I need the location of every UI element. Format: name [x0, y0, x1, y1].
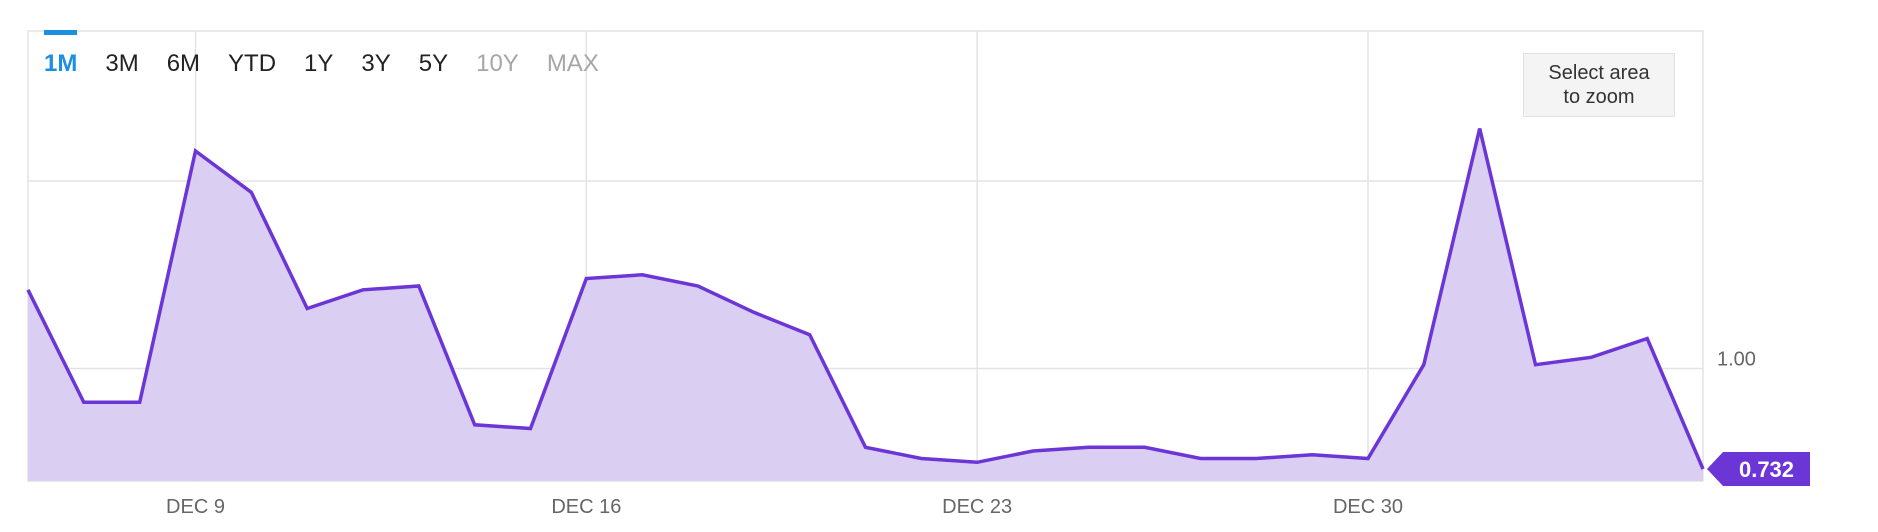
series-line-layer [26, 127, 1705, 471]
data-point [305, 307, 309, 311]
data-point [1310, 453, 1314, 457]
data-point [249, 190, 253, 194]
data-point [864, 445, 868, 449]
range-tab-5y[interactable]: 5Y [418, 50, 449, 77]
data-point [1534, 363, 1538, 367]
data-point [529, 427, 533, 431]
range-tab-max: MAX [546, 50, 599, 77]
data-point [808, 333, 812, 337]
current-value-badge [1707, 452, 1810, 486]
area-fill-layer [28, 128, 1703, 481]
data-point [975, 460, 979, 464]
data-point [1087, 445, 1091, 449]
data-point [1031, 449, 1035, 453]
range-tab-1m[interactable]: 1M [30, 30, 91, 98]
data-point [919, 457, 923, 461]
y-tick-label: 1.00 [1717, 349, 1756, 371]
current-value-badge-layer: 0.732 [1707, 452, 1810, 486]
data-point [1645, 337, 1649, 341]
current-value-label: 0.732 [1739, 457, 1794, 482]
series-area [28, 128, 1703, 481]
data-point [1254, 457, 1258, 461]
data-point [82, 400, 86, 404]
data-point [194, 149, 198, 153]
data-point [473, 423, 477, 427]
range-tab-3m[interactable]: 3M [105, 50, 139, 77]
range-tab-10y: 10Y [476, 50, 519, 77]
range-tab-ytd[interactable]: YTD [228, 50, 277, 77]
y-axis-labels: 1.00 [1717, 349, 1756, 371]
data-point [26, 288, 30, 292]
data-point [1589, 355, 1593, 359]
data-point [1199, 457, 1203, 461]
range-tab-3y[interactable]: 3Y [361, 50, 391, 77]
data-point [1366, 457, 1370, 461]
x-tick-label: DEC 9 [166, 496, 225, 518]
range-tab-1y[interactable]: 1Y [304, 50, 334, 77]
data-point [584, 277, 588, 281]
data-point [1701, 467, 1705, 471]
select-area-to-zoom-button[interactable]: Select area to zoom [1523, 53, 1675, 117]
data-point [696, 284, 700, 288]
x-tick-label: DEC 30 [1333, 496, 1403, 518]
range-selector: 1M 3M 6M YTD 1Y 3Y 5Y 10Y MAX [30, 30, 613, 98]
data-point [640, 273, 644, 277]
data-point [417, 284, 421, 288]
data-point [138, 400, 142, 404]
x-tick-label: DEC 16 [551, 496, 621, 518]
data-point [361, 288, 365, 292]
active-tab-indicator [44, 30, 78, 35]
series-line [26, 128, 1705, 470]
x-tick-label: DEC 23 [942, 496, 1012, 518]
data-point [1422, 363, 1426, 367]
data-point [1478, 127, 1482, 131]
range-tab-6m[interactable]: 6M [166, 50, 201, 77]
data-point [752, 310, 756, 314]
data-point [1143, 445, 1147, 449]
x-axis-labels: DEC 9 DEC 16 DEC 23 DEC 30 [166, 496, 1403, 518]
